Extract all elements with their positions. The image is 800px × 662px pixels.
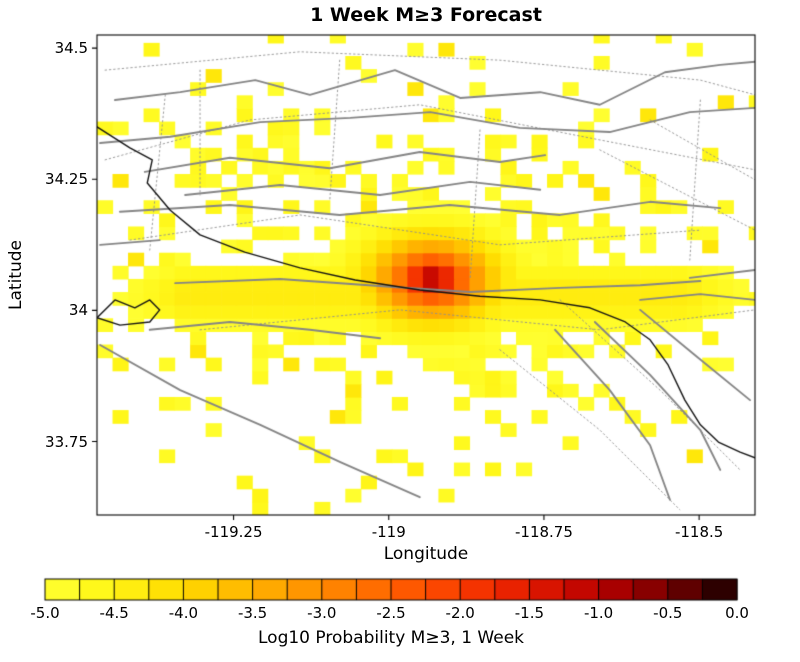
x-tick-label: -118.5	[674, 523, 724, 541]
colorbar-tick-label: -4.5	[99, 604, 129, 622]
colorbar-label: Log10 Probability M≥3, 1 Week	[258, 628, 524, 648]
chart-title: 1 Week M≥3 Forecast	[310, 4, 542, 26]
colorbar-tick-label: -5.0	[30, 604, 60, 622]
colorbar-tick-label: -3.5	[237, 604, 268, 622]
y-tick-label: 34	[68, 301, 88, 320]
x-tick-label: -118.75	[514, 523, 573, 541]
colorbar-tick-label: -1.5	[514, 604, 545, 622]
x-axis-label: Longitude	[383, 544, 469, 564]
y-tick-label: 34.5	[54, 39, 88, 58]
colorbar-tick-label: -3.0	[307, 604, 337, 622]
colorbar-tick-label: -0.5	[653, 604, 683, 622]
colorbar-tick-label: -2.5	[376, 604, 406, 622]
x-tick-label: -119.25	[204, 523, 263, 541]
colorbar-tick-label: -2.0	[445, 604, 475, 622]
y-tick-label: 33.75	[45, 432, 88, 451]
y-axis-label: Latitude	[6, 240, 26, 310]
colorbar-tick-label: -1.0	[583, 604, 614, 622]
colorbar-tick-label: 0.0	[725, 604, 749, 622]
y-tick-label: 34.25	[45, 170, 88, 189]
x-tick-label: -119	[371, 523, 406, 541]
colorbar-tick-label: -4.0	[168, 604, 199, 622]
